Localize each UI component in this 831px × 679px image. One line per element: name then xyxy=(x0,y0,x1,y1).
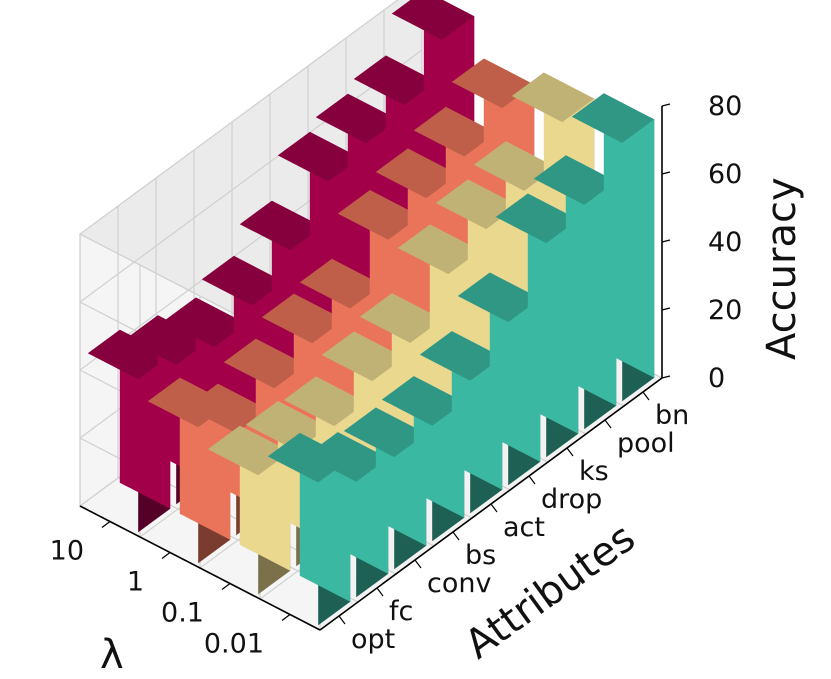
bar-top-face xyxy=(299,258,383,309)
bar-side-face xyxy=(603,93,655,378)
bar-top-face xyxy=(337,190,421,240)
z-tick-labels: 0 20 40 60 80 xyxy=(661,91,742,394)
z-tick-label: 60 xyxy=(708,159,742,190)
z-tick xyxy=(661,103,671,107)
z-tick xyxy=(661,307,671,311)
z-tick-label: 80 xyxy=(708,91,742,122)
x-tick xyxy=(566,447,574,457)
bar-top-face xyxy=(571,93,655,143)
y-tick-label: 10 xyxy=(50,536,84,567)
bar-top-face xyxy=(359,293,443,343)
y-tick-label: 1 xyxy=(127,567,144,598)
bar xyxy=(267,432,351,626)
x-tick-label: bn xyxy=(655,400,689,431)
y-axis-line xyxy=(79,505,321,631)
bar-top-face xyxy=(87,329,171,380)
x-tick-label: bs xyxy=(465,540,496,571)
y-tick xyxy=(221,583,231,590)
bar-side-face xyxy=(565,155,617,406)
z-tick-label: 0 xyxy=(708,363,725,394)
bar-top-face xyxy=(201,255,285,306)
bars xyxy=(87,0,655,626)
y-tick xyxy=(281,614,291,621)
bar-top-face xyxy=(277,131,361,182)
bar-top-face xyxy=(305,432,389,482)
z-tick xyxy=(661,171,671,175)
z-tick-label: 20 xyxy=(708,295,742,326)
bar-top-face xyxy=(125,315,209,365)
bar-top-face xyxy=(223,338,307,389)
z-tick xyxy=(661,375,671,379)
bar-top-face xyxy=(207,425,291,476)
y-tick-label: 0.1 xyxy=(161,598,204,629)
z-tick-label: 40 xyxy=(708,227,742,258)
bar-top-face xyxy=(343,407,427,458)
bar-top-face xyxy=(495,193,579,244)
bar-top-face xyxy=(261,293,345,344)
bar xyxy=(533,155,617,430)
bar-top-face xyxy=(321,331,405,382)
x-tick xyxy=(490,503,498,513)
bar-top-face xyxy=(185,383,269,434)
bar-top-face xyxy=(353,55,437,106)
x-tick xyxy=(642,391,650,401)
z-tick xyxy=(661,239,671,243)
bar xyxy=(457,272,541,486)
x-tick xyxy=(414,559,422,569)
x-tick-label: fc xyxy=(389,596,413,627)
x-tick xyxy=(604,419,612,429)
bar-top-face xyxy=(283,376,367,427)
bar-top-face xyxy=(267,432,351,483)
x-tick xyxy=(338,615,346,625)
bar xyxy=(571,93,655,402)
bar-top-face xyxy=(533,155,617,205)
x-tick-label: drop xyxy=(541,484,602,515)
x-tick-label: ks xyxy=(579,456,609,487)
y-tick xyxy=(101,521,111,528)
z-axis-title: Accuracy xyxy=(759,177,805,360)
x-tick-label: conv xyxy=(427,568,491,599)
bar-top-face xyxy=(413,106,497,157)
bar-top-face xyxy=(391,0,475,40)
y-tick-labels: 10 1 0.10.01 xyxy=(50,521,291,660)
x-tick-label: pool xyxy=(617,428,675,459)
y-axis-title: λ xyxy=(100,632,124,678)
x-tick-label: opt xyxy=(351,624,395,655)
x-tick-label: act xyxy=(503,512,545,543)
bar-top-face xyxy=(375,148,459,199)
bar-side-face xyxy=(527,193,579,434)
bar-top-face xyxy=(511,72,595,123)
bar-top-face xyxy=(239,200,323,251)
bar-top-face xyxy=(397,224,481,275)
bar xyxy=(207,425,291,595)
y-tick xyxy=(161,552,171,559)
bar-side-face xyxy=(489,272,541,462)
bar-top-face xyxy=(163,297,247,348)
x-tick xyxy=(376,587,384,597)
bar-top-face xyxy=(381,376,465,426)
bar-top-face xyxy=(419,331,503,381)
bar-top-face xyxy=(457,272,541,323)
x-tick xyxy=(528,475,536,485)
y-tick-label: 0.01 xyxy=(204,629,264,660)
bar-top-face xyxy=(315,93,399,144)
x-tick xyxy=(452,531,460,541)
